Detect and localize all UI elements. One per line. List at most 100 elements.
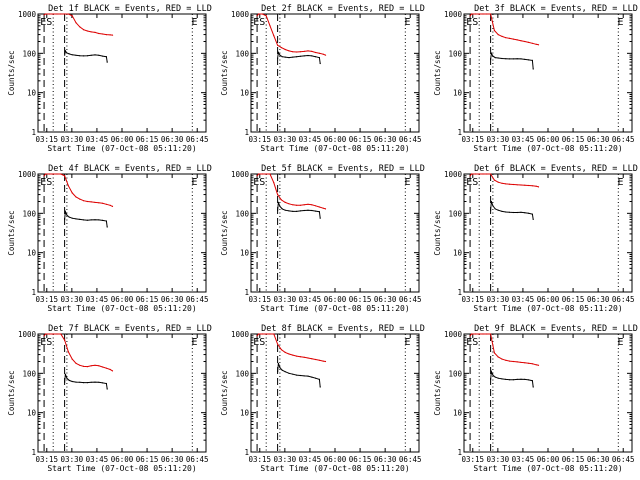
x-tick-label: 06:15 xyxy=(136,295,159,304)
events-point xyxy=(520,211,522,213)
x-tick-label: 06:45 xyxy=(186,295,209,304)
events-point xyxy=(279,367,281,369)
events-point xyxy=(512,58,515,60)
events-point xyxy=(83,382,85,384)
plot-frame xyxy=(250,13,420,133)
events-point xyxy=(106,388,108,390)
lld-point xyxy=(509,37,511,40)
lld-point xyxy=(79,198,81,200)
lld-point xyxy=(469,15,471,17)
lld-point xyxy=(535,185,537,187)
y-tick-label: 100 xyxy=(22,49,36,58)
y-tick-label: 1000 xyxy=(18,170,37,179)
events-point xyxy=(528,59,530,61)
plot-frame xyxy=(37,333,207,453)
events-point xyxy=(303,375,305,377)
events-point xyxy=(516,378,518,380)
lld-point xyxy=(64,339,66,341)
lld-point xyxy=(296,204,298,206)
events-point xyxy=(277,201,279,203)
lld-point xyxy=(318,206,320,208)
lld-point xyxy=(71,358,73,360)
x-tick-label: 03:15 xyxy=(461,135,484,144)
lld-point xyxy=(315,51,317,54)
lld-point xyxy=(497,356,499,358)
lld-point xyxy=(71,15,73,17)
lld-point xyxy=(516,361,518,363)
events-point xyxy=(296,374,298,376)
events-point xyxy=(71,54,73,56)
x-tick-label: 06:30 xyxy=(587,135,610,144)
annotation-es: ES xyxy=(466,17,478,28)
x-tick-label: 06:30 xyxy=(161,295,184,304)
events-point xyxy=(319,386,321,388)
events-point xyxy=(505,58,507,60)
lld-point xyxy=(90,201,92,203)
events-point xyxy=(64,373,66,375)
lld-point xyxy=(322,53,324,55)
x-tick-label: 06:00 xyxy=(111,455,134,464)
lld-point xyxy=(83,200,85,202)
lld-point xyxy=(322,207,324,209)
lld-point xyxy=(75,362,77,364)
lld-point xyxy=(269,173,271,175)
annotation-e: E xyxy=(405,337,411,348)
events-point xyxy=(64,211,66,213)
x-tick-label: 06:45 xyxy=(612,135,635,144)
x-axis-label: Start Time (07-Oct-08 05:11:20) xyxy=(473,144,622,153)
lld-point xyxy=(273,35,275,37)
events-point xyxy=(284,209,286,211)
lld-point xyxy=(490,13,492,15)
lld-point xyxy=(490,333,492,335)
events-point xyxy=(531,213,534,215)
series-events-line xyxy=(64,49,108,63)
lld-point xyxy=(284,351,286,353)
events-point xyxy=(105,56,107,58)
series-events-line xyxy=(490,51,534,70)
y-tick-label: 10 xyxy=(240,249,250,258)
lld-point xyxy=(486,333,488,335)
x-tick-label: 03:15 xyxy=(461,295,484,304)
x-tick-label: 03:45 xyxy=(86,135,109,144)
lld-point xyxy=(537,186,540,188)
lld-point xyxy=(269,25,271,27)
x-tick-label: 03:45 xyxy=(512,455,535,464)
y-tick-label: 1 xyxy=(244,128,249,137)
events-point xyxy=(490,209,492,211)
events-point xyxy=(94,381,96,383)
lld-point xyxy=(64,175,66,177)
y-tick-label: 1000 xyxy=(18,10,37,19)
lld-point xyxy=(256,175,258,177)
events-point xyxy=(497,57,499,59)
x-tick-label: 03:30 xyxy=(61,295,84,304)
events-point xyxy=(68,216,70,218)
lld-point xyxy=(516,184,518,186)
lld-point xyxy=(105,367,107,369)
lld-point xyxy=(303,356,305,358)
events-point xyxy=(311,55,313,57)
lld-point xyxy=(535,43,537,45)
plot-frame xyxy=(37,13,207,133)
lld-point xyxy=(535,364,537,366)
lld-point xyxy=(474,13,476,15)
lld-point xyxy=(318,359,320,361)
x-tick-label: 03:30 xyxy=(487,295,510,304)
x-tick-label: 03:15 xyxy=(35,455,58,464)
events-point xyxy=(86,55,88,57)
events-point xyxy=(292,373,294,375)
events-point xyxy=(509,211,511,213)
events-point xyxy=(102,382,104,384)
chart-panel-1: Det 1f BLACK = Events, RED = LLD 1 10 100 10… xyxy=(7,4,212,153)
annotation-es: ES xyxy=(253,17,265,28)
lld-point xyxy=(43,175,45,177)
y-axis-label: Counts/sec xyxy=(433,50,442,95)
lld-point xyxy=(497,181,499,183)
events-point xyxy=(512,379,515,381)
lld-point xyxy=(531,185,534,187)
events-point xyxy=(90,54,92,56)
events-point xyxy=(90,381,92,383)
lld-point xyxy=(86,30,88,32)
events-point xyxy=(284,371,286,373)
events-point xyxy=(319,62,321,65)
y-tick-label: 10 xyxy=(453,89,463,98)
